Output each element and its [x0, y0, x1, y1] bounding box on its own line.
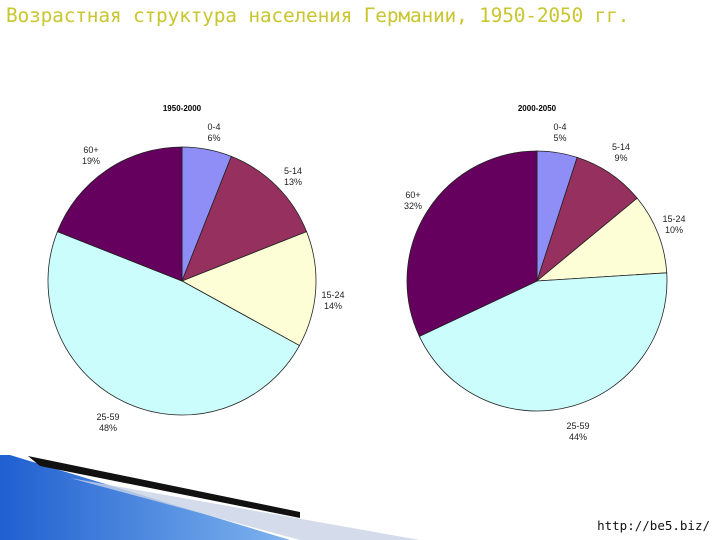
slice-pct-25-59: 48%: [99, 423, 117, 433]
pie-title: 1950-2000: [163, 104, 202, 113]
pie-slice-25-59: [47, 231, 300, 416]
slice-label-15-24: 15-24: [321, 290, 344, 300]
slice-pct-5-14: 13%: [284, 177, 302, 187]
slice-label-60-plus: 60+: [83, 145, 98, 155]
footer-url: http://be5.biz/: [597, 518, 710, 533]
slide-title: Возрастная структура населения Германии,…: [6, 4, 630, 27]
pie-slice-15-24: [535, 197, 668, 282]
slice-pct-0-4: 5%: [553, 133, 566, 143]
slice-label-5-14: 5-14: [284, 166, 302, 176]
slice-pct-15-24: 14%: [324, 301, 342, 311]
pie-slice-15-24: [181, 231, 317, 347]
pie-title: 2000-2050: [518, 104, 557, 113]
slice-pct-60-plus: 32%: [404, 201, 422, 211]
slice-pct-5-14: 9%: [614, 153, 627, 163]
slice-label-15-24: 15-24: [662, 214, 685, 224]
pie-slice-60-plus: [406, 150, 538, 337]
slice-label-60-plus: 60+: [405, 190, 420, 200]
pie-slice-5-14: [181, 155, 308, 282]
slice-label-0-4: 0-4: [553, 122, 566, 132]
slice-label-25-59: 25-59: [96, 412, 119, 422]
pie-slice-60-plus: [56, 146, 183, 282]
slice-pct-0-4: 6%: [207, 133, 220, 143]
slice-pct-15-24: 10%: [665, 225, 683, 235]
slice-label-0-4: 0-4: [207, 122, 220, 132]
slice-pct-60-plus: 19%: [82, 156, 100, 166]
slice-label-25-59: 25-59: [566, 421, 589, 431]
slice-label-5-14: 5-14: [612, 142, 630, 152]
slice-pct-25-59: 44%: [569, 432, 587, 442]
